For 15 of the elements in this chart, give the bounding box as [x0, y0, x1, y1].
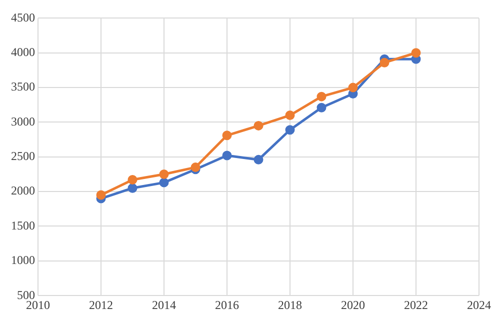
x-tick-label: 2018: [278, 298, 302, 312]
x-tick-label: 2016: [215, 298, 239, 312]
x-tick-label: 2024: [467, 298, 491, 312]
y-tick-label: 2500: [11, 149, 35, 164]
y-tick-label: 1000: [11, 253, 35, 268]
x-tick-label: 2022: [404, 298, 428, 312]
x-tick-label: 2014: [152, 298, 176, 312]
y-tick-label: 3000: [11, 114, 35, 128]
y-tick-label: 3500: [11, 80, 35, 94]
x-tick-label: 2012: [89, 298, 113, 312]
y-tick-label: 2000: [11, 184, 35, 198]
x-tick-label: 2020: [341, 298, 365, 312]
y-tick-label: 1500: [11, 218, 35, 232]
y-tick-label: 4000: [11, 45, 35, 60]
y-tick-label: 4500: [11, 10, 35, 24]
